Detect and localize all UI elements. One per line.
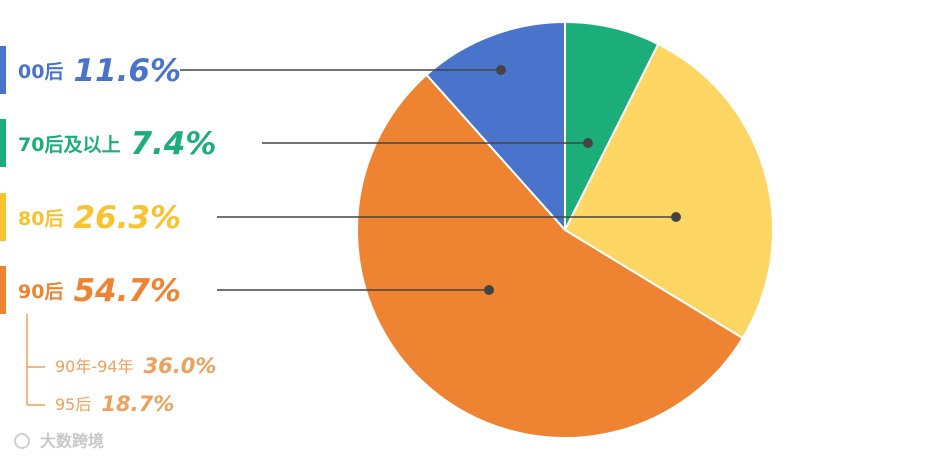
- legend-label: 90后 54.7%: [18, 273, 181, 309]
- legend-bar: [0, 46, 6, 94]
- leader-dot: [484, 285, 494, 295]
- watermark: 大数跨境: [40, 432, 104, 451]
- pie-slice: [425, 20, 566, 233]
- value-label: 54.7%: [73, 273, 181, 309]
- legend-bar: [0, 266, 6, 314]
- legend-label: 70后及以上 7.4%: [18, 126, 216, 162]
- breakdown-label: 95后 18.7%: [55, 392, 174, 416]
- pie-slice: [563, 42, 774, 340]
- legend-bar: [0, 193, 6, 241]
- value-label: 11.6%: [73, 53, 181, 89]
- value-label: 7.4%: [130, 126, 216, 162]
- leader-dot: [671, 212, 681, 222]
- legend-label: 80后 26.3%: [18, 200, 181, 236]
- pie-slice: [564, 20, 660, 231]
- breakdown-label: 90年-94年 36.0%: [55, 354, 216, 378]
- leader-dot: [496, 65, 506, 75]
- pie-slice: [356, 73, 745, 439]
- breakdown-value: 36.0%: [144, 354, 217, 378]
- category-label: 70后及以上: [18, 134, 120, 156]
- category-label: 90后: [18, 281, 63, 303]
- breakdown-value: 18.7%: [101, 392, 174, 416]
- legend-label: 00后 11.6%: [18, 53, 181, 89]
- watermark-icon: [14, 433, 30, 449]
- breakdown-category: 90年-94年: [55, 357, 134, 376]
- leader-dot: [583, 138, 593, 148]
- value-label: 26.3%: [73, 200, 181, 236]
- category-label: 00后: [18, 61, 63, 83]
- category-label: 80后: [18, 208, 63, 230]
- breakdown-category: 95后: [55, 395, 91, 414]
- legend-bar: [0, 119, 6, 167]
